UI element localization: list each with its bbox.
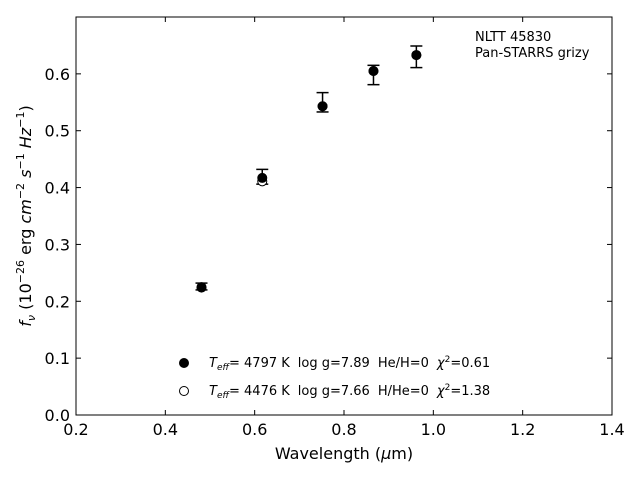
y-tick-label: 0.1: [45, 349, 70, 368]
annotation-survey: Pan-STARRS grizy: [475, 46, 590, 61]
x-tick-label: 1.0: [421, 420, 446, 439]
legend-2-chi: =1.38: [450, 384, 490, 399]
errorbars-layer: [195, 45, 423, 291]
annotation-object: NLTT 45830: [475, 30, 551, 45]
y-tick-label: 0.5: [45, 122, 70, 141]
filled-model-point: [196, 282, 207, 293]
y-tick-label: 0.6: [45, 65, 70, 84]
plot-frame: [75, 16, 613, 416]
legend-marker-filled: [179, 358, 189, 368]
filled-model-point: [368, 66, 379, 77]
x-tick-label: 0.6: [242, 420, 267, 439]
x-tick-label: 1.4: [599, 420, 624, 439]
legend-2-comp: H/He=0: [378, 384, 429, 399]
y-tick-label: 0.2: [45, 292, 70, 311]
filled-model-point: [317, 101, 328, 112]
legend-marker-open: [179, 386, 189, 396]
x-tick-label: 0.4: [153, 420, 178, 439]
legend-1-teff: = 4797 K: [229, 356, 290, 371]
x-tick-label: 0.8: [331, 420, 356, 439]
filled-model-point: [257, 172, 268, 183]
legend-1-chi: =0.61: [450, 356, 490, 371]
legend-1-logg: log g=7.89: [298, 356, 370, 371]
legend-1-comp: He/H=0: [378, 356, 429, 371]
y-tick-label: 0.3: [45, 235, 70, 254]
x-tick-label: 1.2: [510, 420, 535, 439]
legend-2-logg: log g=7.66: [298, 384, 370, 399]
y-tick-label: 0.0: [45, 406, 70, 425]
filled-model-point: [411, 50, 422, 61]
ticks-layer: 0.2 0.4 0.6 0.8 1.0 1.2 1.4 0.0 0.1 0.2 0.3 0.4 0.5 0…: [45, 17, 625, 439]
x-axis-label: Wavelength (μm): [275, 444, 413, 463]
y-tick-label: 0.4: [45, 179, 70, 198]
legend-2-teff: = 4476 K: [229, 384, 290, 399]
y-axis-label: fν (10−26 erg cm−2 s−1 Hz−1): [14, 105, 38, 326]
points-layer: [196, 50, 422, 293]
x-tick-label: 0.2: [63, 420, 88, 439]
